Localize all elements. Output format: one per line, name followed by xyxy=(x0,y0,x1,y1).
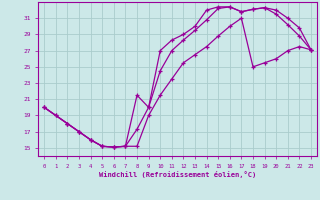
X-axis label: Windchill (Refroidissement éolien,°C): Windchill (Refroidissement éolien,°C) xyxy=(99,171,256,178)
